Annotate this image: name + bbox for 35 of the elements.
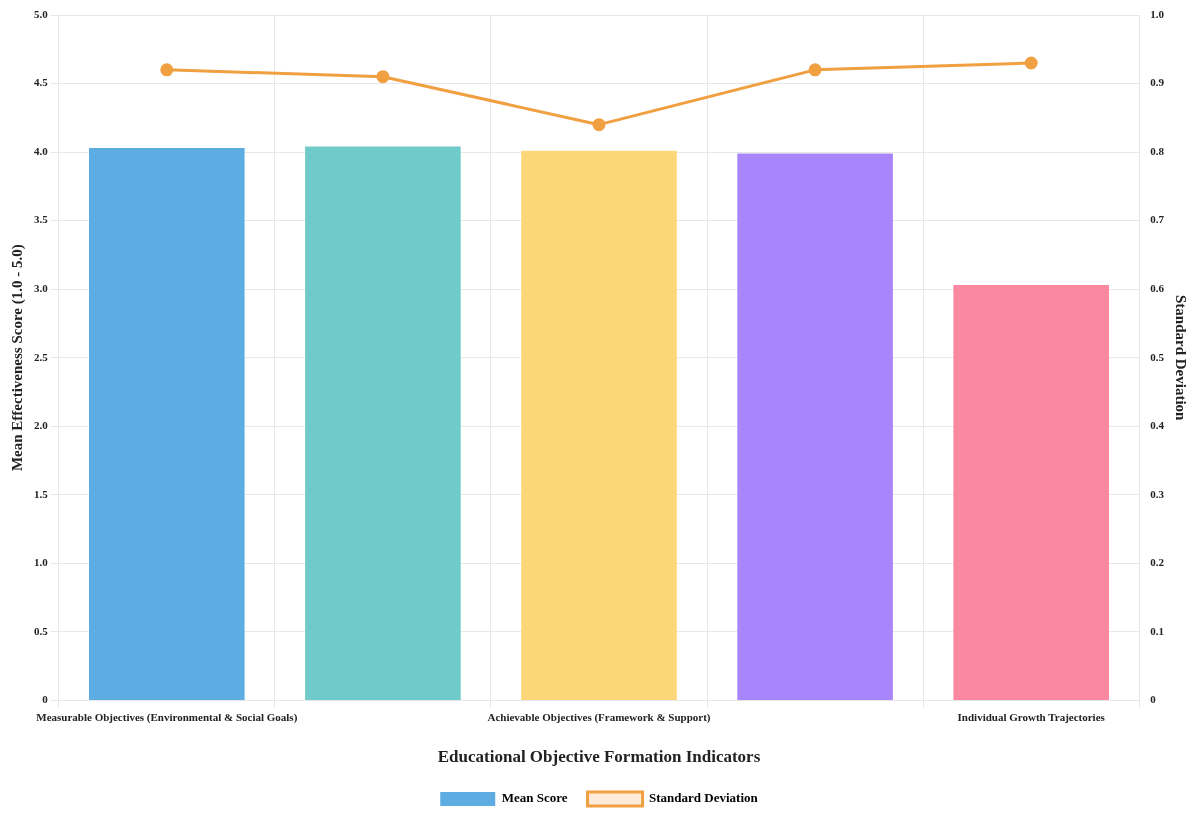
y-axis-title: Mean Effectiveness Score (1.0 - 5.0) — [8, 244, 26, 472]
y-tick-label: 0 — [42, 693, 49, 706]
y2-tick-label: 0.5 — [1150, 350, 1165, 363]
y-tick-label: 3.0 — [34, 282, 49, 294]
y-tick-label: 4.5 — [34, 76, 49, 89]
y2-tick-label: 0.4 — [1150, 419, 1165, 432]
legend-label: Standard Deviation — [649, 790, 759, 806]
y-tick-label: 2.5 — [34, 350, 49, 363]
y2-axis-title: Standard Deviation — [1173, 294, 1190, 422]
y-tick-label: 0.5 — [34, 624, 49, 637]
y2-tick-label: 0.2 — [1150, 556, 1165, 569]
legend-label: Mean Score — [501, 790, 568, 806]
x-tick-label: Measurable Objectives (Environmental & Social Goals) — [36, 710, 298, 724]
y2-tick-label: 0 — [1150, 693, 1157, 706]
point — [376, 70, 390, 84]
point — [1024, 56, 1038, 70]
y-tick-label: 1.0 — [34, 556, 49, 569]
point — [160, 63, 174, 77]
y2-tick-label: 0.7 — [1150, 213, 1165, 226]
y-tick-label: 3.5 — [34, 213, 49, 226]
point — [592, 118, 606, 132]
y2-tick-label: 0.3 — [1150, 487, 1165, 500]
x-tick-label: Achievable Objectives (Framework & Support) — [487, 710, 711, 724]
y-tick-label: 5.0 — [34, 7, 49, 20]
y-tick-label: 2.0 — [34, 419, 49, 432]
y-tick-label: 1.5 — [34, 487, 49, 500]
y2-tick-label: 0.9 — [1150, 76, 1165, 89]
y2-tick-label: 0.6 — [1150, 282, 1165, 294]
x-axis-title: Educational Objective Formation Indicators — [437, 747, 761, 767]
y-tick-label: 4.0 — [34, 144, 49, 157]
y2-tick-label: 1.0 — [1150, 7, 1165, 20]
y2-tick-label: 0.8 — [1150, 144, 1165, 157]
y2-tick-label: 0.1 — [1150, 624, 1164, 637]
x-tick-label: Individual Growth Trajectories — [957, 710, 1106, 723]
point — [808, 63, 822, 77]
